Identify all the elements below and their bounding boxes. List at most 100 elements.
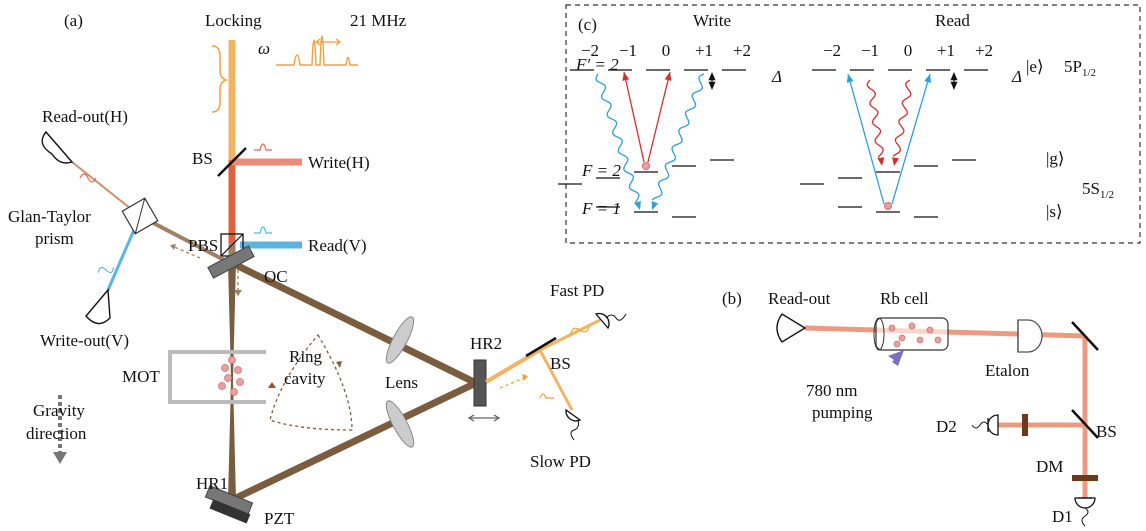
- panel-label: (c): [578, 15, 597, 34]
- panel-a-optics: [569, 322, 591, 338]
- label: D2: [936, 417, 957, 436]
- figure: (a) Locking 21 MHz ω BS Write(H) PBS Rea…: [0, 0, 1146, 531]
- panel-a-optics: [231, 389, 238, 396]
- panel-b-optics: [927, 327, 933, 333]
- m-label: −1: [619, 41, 637, 60]
- label: DM: [1036, 457, 1063, 476]
- label: OC: [264, 267, 288, 286]
- label: Write(H): [308, 153, 370, 172]
- label: |g⟩: [1046, 149, 1065, 168]
- label: Locking: [205, 11, 262, 30]
- arrow-head: [622, 72, 629, 81]
- panel-label: (a): [64, 11, 83, 30]
- panel-a-optics: [236, 383, 476, 498]
- label: Glan-Taylor: [8, 207, 91, 226]
- panel-a-optics: [42, 36, 626, 524]
- label: MOT: [122, 367, 160, 386]
- panel-b-optics: [1022, 414, 1028, 436]
- atom: [885, 203, 892, 210]
- transition: [848, 74, 884, 204]
- label: BS: [550, 354, 571, 373]
- label: Read: [935, 11, 970, 30]
- label: 1/2: [1082, 67, 1096, 79]
- arrow-head: [950, 82, 957, 90]
- arrow-head: [892, 157, 899, 166]
- panel-a-optics: [540, 394, 554, 398]
- label: Read-out: [768, 289, 831, 308]
- panel-b-optics: [1072, 475, 1098, 481]
- label: BS: [1096, 422, 1117, 441]
- label: D1: [1052, 507, 1073, 526]
- label: cavity: [284, 369, 326, 388]
- label: F = 1: [581, 199, 621, 218]
- label: Read-out(H): [42, 107, 128, 126]
- panel-a-optics: [571, 420, 579, 440]
- panel-a-optics: [42, 132, 72, 163]
- panel-a-optics: [254, 144, 272, 150]
- label: 1/2: [1100, 189, 1114, 201]
- m-label: −2: [823, 41, 841, 60]
- label: Gravity: [33, 401, 85, 420]
- label: Write-out(V): [40, 331, 129, 350]
- panel-c-labels: (c) Write Read F′ = 2 F = 2 F = 1 Δ Δ |e…: [575, 11, 1114, 221]
- transition: [652, 74, 704, 200]
- transition: [596, 74, 639, 203]
- arrow-head: [950, 72, 957, 80]
- atom: [643, 163, 650, 170]
- panel-a-optics: [97, 264, 115, 277]
- panel-a-optics: [170, 352, 266, 402]
- transition: [624, 72, 644, 162]
- panel-a-optics: [212, 46, 226, 112]
- m-label: +1: [937, 41, 955, 60]
- label: ω: [258, 39, 270, 58]
- label: F = 2: [581, 161, 621, 180]
- panel-a-optics: [225, 375, 232, 382]
- label: 5S1/2: [1082, 179, 1114, 201]
- label: 5P1/2: [1064, 57, 1096, 79]
- label: Lens: [385, 373, 418, 392]
- label: Write: [693, 11, 731, 30]
- label: direction: [26, 424, 87, 443]
- m-label: 0: [662, 41, 671, 60]
- panel-a-optics: [86, 290, 110, 324]
- label: HR1: [196, 474, 228, 493]
- panel-a-optics: [237, 379, 244, 386]
- arrow-head: [877, 157, 884, 166]
- arrow-head: [665, 72, 672, 81]
- panel-a-optics: [53, 452, 67, 464]
- m-label: +1: [695, 41, 713, 60]
- label: F′ = 2: [575, 55, 619, 74]
- label: BS: [192, 149, 213, 168]
- label: Δ: [1011, 67, 1022, 86]
- panel-a-optics: [235, 367, 242, 374]
- panel-a-optics: [500, 378, 524, 388]
- label: Read(V): [308, 236, 367, 255]
- transition: [867, 80, 883, 158]
- panel-b-optics: [1018, 320, 1042, 352]
- label: 5P: [1064, 57, 1082, 76]
- arrow-head: [708, 82, 715, 90]
- label: HR2: [470, 334, 502, 353]
- panel-a-optics: [170, 244, 176, 250]
- panel-a-optics: [222, 365, 229, 372]
- panel-a-optics: [474, 360, 486, 406]
- label: 780 nm: [806, 381, 857, 400]
- panel-b-optics: [909, 323, 915, 329]
- label: prism: [35, 229, 74, 248]
- panel-label: (b): [722, 289, 742, 308]
- label: Slow PD: [530, 452, 591, 471]
- transition: [893, 80, 911, 156]
- panel-b-optics: [894, 341, 900, 347]
- panel-a-optics: [522, 374, 528, 381]
- arrow-head: [924, 74, 931, 83]
- m-label: −1: [861, 41, 879, 60]
- label: |e⟩: [1026, 57, 1044, 76]
- panel-b-optics: [1075, 498, 1095, 508]
- label: PZT: [264, 509, 295, 528]
- label: Etalon: [985, 361, 1030, 380]
- panel-a-optics: [219, 357, 244, 396]
- panel-a-optics: [254, 227, 272, 233]
- label: pumping: [812, 403, 873, 422]
- m-label: 0: [904, 41, 913, 60]
- arrow-head: [708, 72, 715, 80]
